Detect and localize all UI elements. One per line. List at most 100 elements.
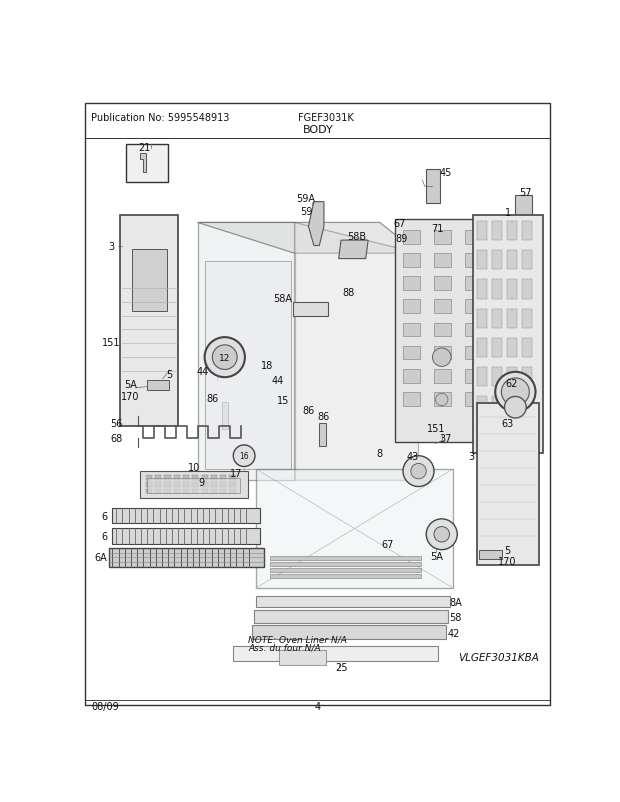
Text: 68: 68	[110, 433, 122, 444]
Bar	[279, 650, 326, 666]
Text: 3: 3	[468, 452, 474, 461]
Text: 88: 88	[343, 287, 355, 298]
Bar	[174, 482, 180, 487]
Bar	[477, 280, 487, 299]
Text: 16: 16	[239, 452, 249, 460]
Bar	[155, 482, 161, 487]
Bar	[434, 254, 451, 268]
Bar	[492, 221, 502, 241]
Bar	[125, 144, 168, 183]
Bar	[521, 251, 532, 270]
Bar	[492, 280, 502, 299]
Circle shape	[427, 519, 458, 550]
Bar	[220, 489, 226, 494]
Bar	[403, 277, 420, 291]
Bar	[521, 338, 532, 358]
Bar	[492, 397, 502, 416]
Text: 9: 9	[198, 477, 205, 488]
Text: 43: 43	[407, 452, 419, 461]
Bar	[164, 489, 171, 494]
Bar	[205, 261, 291, 469]
Bar	[477, 310, 487, 329]
Bar	[183, 476, 189, 480]
Circle shape	[435, 394, 448, 406]
Circle shape	[212, 346, 237, 370]
Bar	[521, 221, 532, 241]
Text: 58A: 58A	[273, 294, 293, 303]
Polygon shape	[255, 596, 450, 608]
Bar	[192, 476, 198, 480]
Bar	[229, 476, 236, 480]
Bar	[220, 476, 226, 480]
Bar	[465, 346, 482, 360]
Bar	[521, 280, 532, 299]
Text: 45: 45	[440, 168, 452, 178]
Bar	[202, 476, 208, 480]
Bar	[507, 221, 517, 241]
Text: 10: 10	[188, 463, 200, 472]
Bar	[465, 254, 482, 268]
Text: 67: 67	[381, 539, 394, 549]
Bar	[108, 549, 264, 568]
Circle shape	[403, 456, 434, 487]
Bar	[403, 369, 420, 383]
Text: Ass. du four N/A: Ass. du four N/A	[248, 642, 321, 651]
Bar	[174, 489, 180, 494]
Bar	[477, 404, 539, 565]
Bar	[434, 369, 451, 383]
Bar	[140, 472, 248, 499]
Bar	[403, 300, 420, 314]
Text: 8: 8	[377, 449, 383, 459]
Bar	[211, 482, 217, 487]
Bar	[507, 397, 517, 416]
Text: 5A: 5A	[124, 379, 136, 390]
Text: BODY: BODY	[303, 125, 333, 135]
Bar	[112, 529, 260, 544]
Bar	[131, 250, 167, 311]
Polygon shape	[232, 646, 438, 662]
Bar	[465, 323, 482, 337]
Text: 58B: 58B	[347, 232, 366, 242]
Bar	[434, 346, 451, 360]
Text: 170: 170	[121, 391, 140, 401]
Bar	[434, 300, 451, 314]
Bar	[270, 562, 421, 566]
Bar	[403, 254, 420, 268]
Text: 1: 1	[505, 209, 511, 218]
Bar	[174, 476, 180, 480]
Text: 5A: 5A	[430, 551, 443, 561]
Text: 5: 5	[505, 545, 511, 555]
Bar	[479, 550, 502, 559]
Bar	[465, 369, 482, 383]
Polygon shape	[140, 154, 146, 173]
Bar	[192, 489, 198, 494]
Bar	[155, 476, 161, 480]
Text: 37: 37	[440, 433, 452, 444]
Text: 6A: 6A	[94, 553, 107, 563]
Text: 17: 17	[230, 468, 242, 478]
Bar	[396, 219, 500, 443]
Circle shape	[205, 338, 245, 378]
Bar	[155, 489, 161, 494]
Bar	[507, 251, 517, 270]
Text: 21: 21	[139, 143, 151, 152]
Bar	[521, 310, 532, 329]
Text: 12: 12	[219, 353, 231, 363]
Bar	[148, 479, 241, 494]
Bar	[270, 574, 421, 578]
Bar	[507, 280, 517, 299]
Text: 08/09: 08/09	[92, 701, 119, 711]
Text: 44: 44	[197, 367, 209, 377]
Bar	[521, 367, 532, 387]
Bar	[192, 482, 198, 487]
Bar	[403, 346, 420, 360]
Text: 6: 6	[102, 531, 108, 541]
Polygon shape	[309, 202, 324, 246]
Bar	[211, 489, 217, 494]
Polygon shape	[198, 223, 418, 254]
Bar	[164, 482, 171, 487]
Bar	[183, 482, 189, 487]
Text: 151: 151	[102, 338, 121, 347]
Circle shape	[233, 445, 255, 467]
Text: NOTE: Oven Liner N/A: NOTE: Oven Liner N/A	[248, 634, 347, 644]
